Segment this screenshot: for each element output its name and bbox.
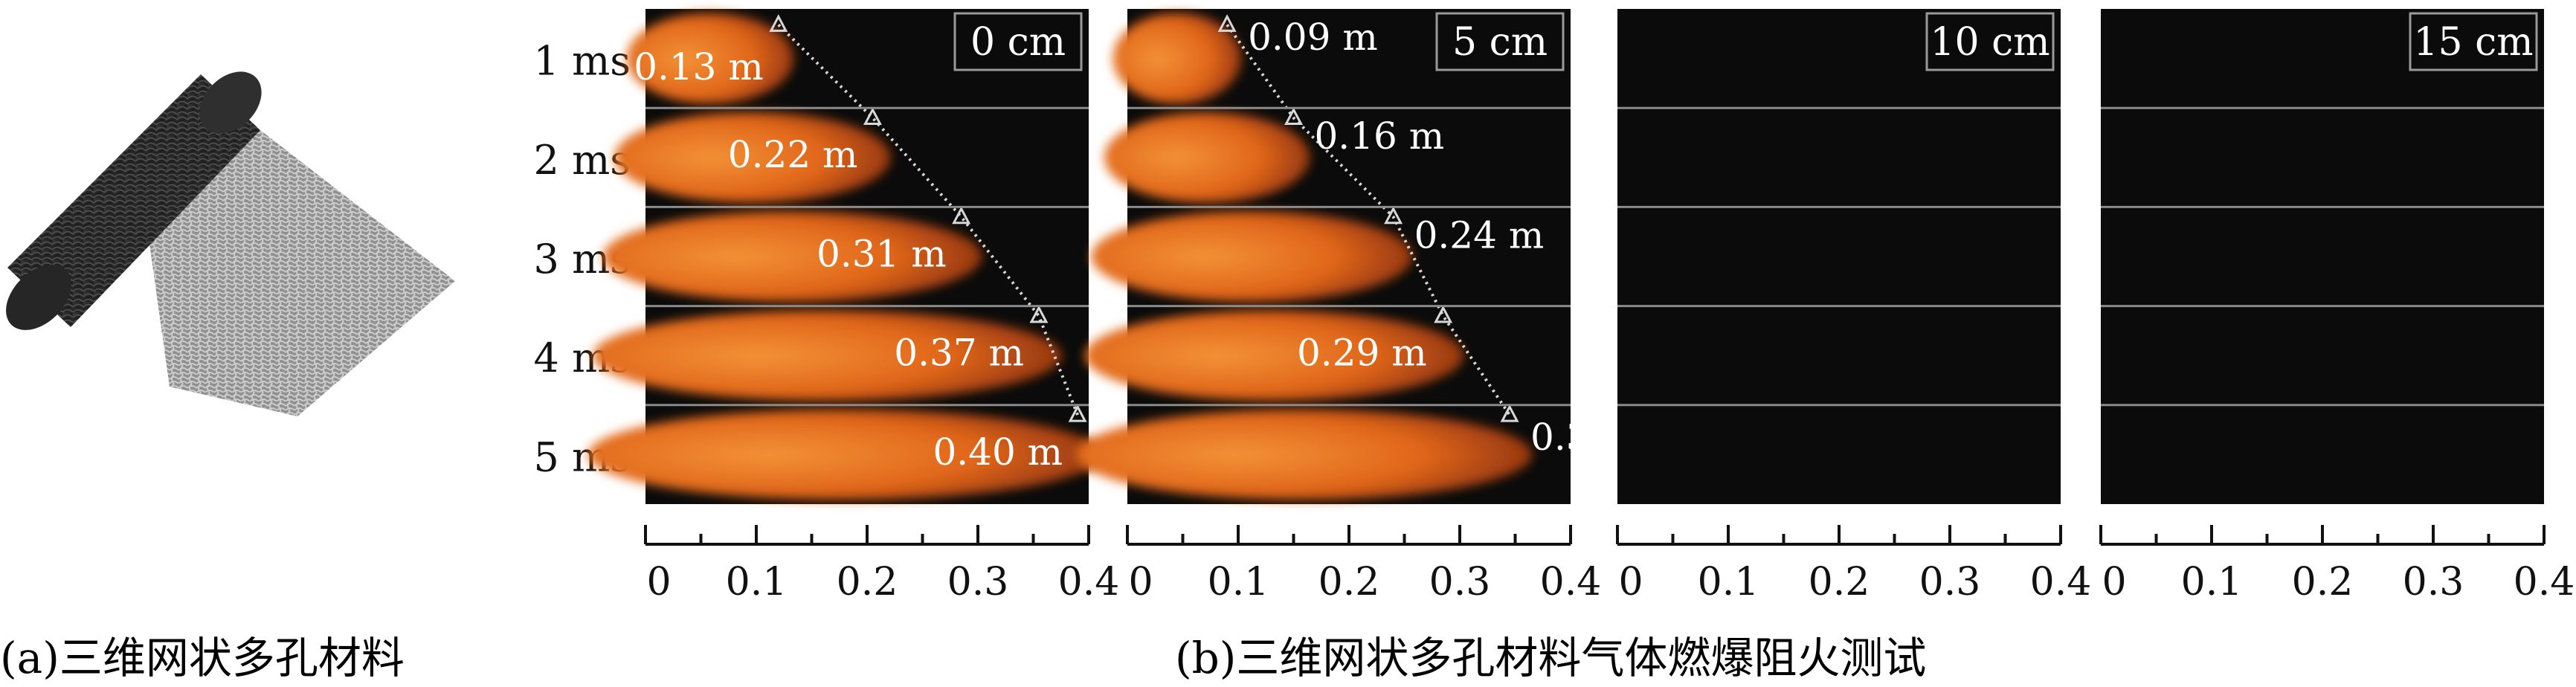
flame-marker — [769, 14, 788, 32]
flame-marker — [1217, 14, 1237, 32]
caption-right: (b)三维网状多孔材料气体燃爆阻火测试 — [1175, 633, 1926, 683]
axis-tick-label: 0.3 — [1919, 560, 1981, 604]
flame-marker — [1434, 305, 1453, 323]
flame-front — [1104, 112, 1310, 204]
flame-marker — [952, 206, 971, 225]
axis-tick-label: 0 — [1128, 560, 1153, 604]
axis-tick-label: 0.4 — [1058, 560, 1120, 604]
distance-axis: 0 0.1 0.2 0.3 0.4 — [2099, 525, 2575, 604]
axis-tick-label: 0.2 — [2292, 560, 2354, 604]
axis-tick-label: 0 — [1618, 560, 1643, 604]
panel-label-box — [1925, 12, 2055, 71]
flame-marker — [1500, 404, 1519, 422]
axis-tick-label: 0.4 — [2030, 560, 2092, 604]
caption-left: (a)三维网状多孔材料 — [0, 633, 405, 683]
axis-tick-label: 0.4 — [2514, 560, 2575, 604]
tube-background — [1617, 9, 2061, 504]
axis-tick-label: 0.1 — [726, 560, 788, 604]
flame-front — [1076, 409, 1533, 500]
flame-trace — [1226, 24, 1511, 416]
flame-front — [1112, 13, 1242, 104]
panel-label: 5 cm — [1452, 20, 1548, 65]
flame-front — [626, 13, 794, 104]
panel-label-box — [2409, 12, 2538, 71]
flame-marker — [1068, 404, 1087, 422]
distance-axis: 0 0.1 0.2 0.3 0.4 — [1126, 525, 1602, 604]
axis-tick-label: 0.1 — [1698, 560, 1759, 604]
roll-end — [6, 265, 71, 330]
flame-distance-label: 0.16 m — [1315, 115, 1445, 158]
tube-panel: 0.13 m 0.22 m 0.31 m 0.37 m 0.40 m 0 cm — [587, 9, 1102, 504]
flame-marker — [863, 107, 882, 126]
flame-front — [602, 210, 982, 303]
time-label: 2 ms — [534, 137, 631, 184]
distance-axis: 0 0.1 0.2 0.3 0.4 — [1616, 525, 2092, 604]
flame-front — [614, 112, 892, 204]
axis-tick-label: 0.2 — [1318, 560, 1380, 604]
flame-trace — [777, 23, 1079, 416]
axis-tick-label: 0.1 — [2181, 560, 2243, 604]
axis-tick-label: 0.2 — [1809, 560, 1870, 604]
flame-distance-label: 0.09 m — [1248, 16, 1378, 59]
flame-distance-label: 0.13 m — [634, 45, 764, 88]
flame-distance-label: 0.31 m — [817, 232, 947, 275]
flame-distance-label: 0.22 m — [728, 133, 858, 176]
axis-tick-label: 0.4 — [1540, 560, 1602, 604]
panel-label: 10 cm — [1930, 20, 2049, 65]
flame-front — [593, 309, 1063, 401]
flame-front — [1091, 210, 1413, 303]
panel-label-box — [953, 12, 1083, 71]
axis-tick-label: 0.2 — [837, 560, 898, 604]
flame-front — [1084, 309, 1464, 401]
axis-tick-label: 0.3 — [947, 560, 1009, 604]
flame-distance-label: 0.29 m — [1297, 332, 1427, 375]
panel-label-box — [1435, 12, 1565, 71]
distance-axis: 0 0.1 0.2 0.3 0.4 — [644, 525, 1120, 604]
unrolled-sheet — [141, 130, 455, 416]
tube-background — [2101, 9, 2544, 504]
flame-marker — [1284, 107, 1303, 126]
axis-tick-label: 0.3 — [1429, 560, 1491, 604]
roll-body — [7, 74, 260, 327]
flame-distance-label: 0.40 m — [933, 430, 1063, 474]
panel-label: 15 cm — [2413, 20, 2533, 65]
axis-tick-label: 0 — [646, 560, 671, 604]
flame-marker — [1384, 206, 1403, 225]
axis-tick-label: 0.3 — [2403, 560, 2464, 604]
tube-panel: 10 cm — [1617, 9, 2061, 504]
flame-distance-label: 0.24 m — [1414, 213, 1545, 257]
flame-front — [587, 409, 1102, 500]
axis-tick-label: 0.1 — [1208, 560, 1269, 604]
tube-panel: 15 cm — [2101, 9, 2544, 504]
time-label: 1 ms — [534, 38, 631, 85]
flame-marker — [1029, 305, 1049, 323]
panel-label: 0 cm — [970, 20, 1066, 65]
axis-tick-label: 0 — [2102, 560, 2126, 604]
material-photo — [6, 71, 455, 416]
flame-distance-label: 0.37 m — [894, 332, 1024, 375]
